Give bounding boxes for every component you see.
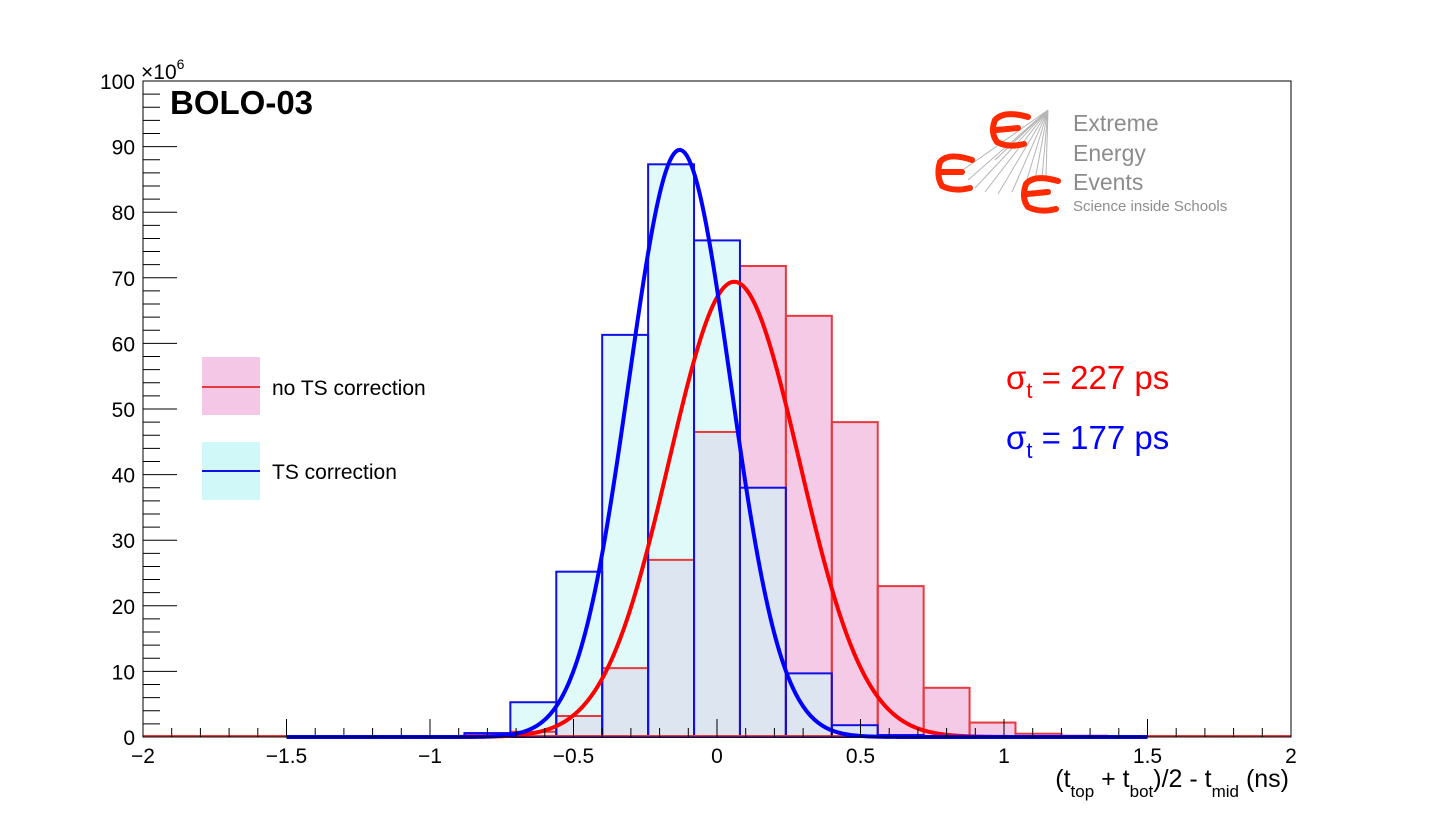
legend: no TS correction TS correction (202, 357, 426, 500)
y-tick-label: 70 (112, 268, 135, 291)
legend-entry-ts-correction: TS correction (202, 442, 397, 500)
y-tick-label: 80 (112, 202, 135, 225)
bar-fill-ts-15 (831, 725, 878, 737)
y-tick-label: 10 (112, 661, 135, 684)
y-tick-labels: 0 10 20 30 40 50 60 70 80 90 100 (100, 71, 135, 750)
x-tick-label: 1.5 (1133, 745, 1162, 768)
y-tick-label: 50 (112, 399, 135, 422)
bar-fill-no-ts-14 (785, 315, 832, 737)
x-tick-label: 1 (998, 745, 1010, 768)
bar-fill-no-ts-16 (877, 586, 924, 737)
logo-line-extreme: Extreme (1073, 110, 1159, 136)
x-axis-label: (ttop + tbot)/2 - tmid (ns) (1055, 765, 1289, 801)
y-tick-label: 20 (112, 596, 135, 619)
bar-fill-ts-13 (739, 487, 786, 737)
y-tick-label: 100 (100, 71, 135, 94)
chart-title: BOLO-03 (170, 84, 313, 121)
logo-line-events: Events (1073, 169, 1143, 195)
logo-line-energy: Energy (1073, 140, 1146, 166)
y-tick-label: 0 (123, 727, 135, 750)
y-multiplier: ×106 (141, 56, 185, 84)
eee-logo-mark (935, 111, 1061, 214)
x-tick-label: −0.5 (553, 745, 594, 768)
y-tick-label: 30 (112, 530, 135, 553)
x-tick-label: −1.5 (266, 745, 307, 768)
x-tick-label: 2 (1285, 745, 1297, 768)
y-multiplier-exponent: 6 (177, 56, 185, 72)
y-tick-label: 60 (112, 333, 135, 356)
x-tick-label: −1 (418, 745, 442, 768)
legend-entry-no-ts-correction: no TS correction (202, 357, 426, 415)
x-tick-label: 0 (711, 745, 723, 768)
x-tick-label: −2 (131, 745, 155, 768)
sigma-annotation-no-ts: σt = 227 ps (1006, 359, 1169, 403)
x-tick-labels: −2 −1.5 −1 −0.5 0 0.5 1 1.5 2 (131, 745, 1297, 768)
legend-label-no-ts: no TS correction (272, 377, 426, 400)
legend-label-ts: TS correction (272, 461, 397, 484)
y-tick-label: 40 (112, 465, 135, 488)
y-tick-label: 90 (112, 137, 135, 160)
logo-tagline: Science inside Schools (1073, 198, 1227, 215)
histogram-fills (464, 164, 1108, 737)
bar-fill-ts-12 (694, 240, 740, 737)
axis-ticks (142, 80, 1292, 738)
eee-logo: Extreme Energy Events Science inside Sch… (935, 109, 1227, 215)
sigma-annotation-ts: σt = 177 ps (1006, 419, 1169, 463)
x-tick-label: 0.5 (846, 745, 875, 768)
